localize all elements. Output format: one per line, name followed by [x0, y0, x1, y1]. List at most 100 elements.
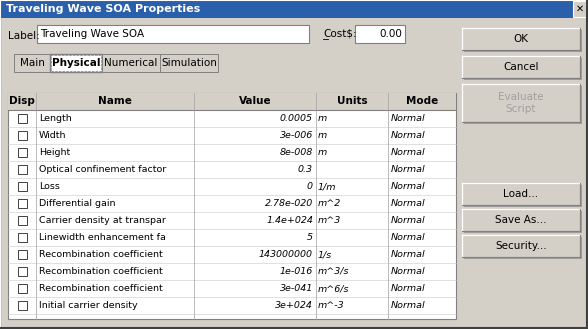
Text: Traveling Wave SOA: Traveling Wave SOA — [40, 29, 144, 39]
Text: 3e+024: 3e+024 — [275, 301, 313, 310]
Text: Normal: Normal — [391, 233, 426, 242]
Text: m^3/s: m^3/s — [318, 267, 349, 276]
Text: 1/m: 1/m — [318, 182, 336, 191]
Text: 5: 5 — [307, 233, 313, 242]
Text: OK: OK — [513, 34, 529, 44]
Text: Normal: Normal — [391, 216, 426, 225]
Text: Normal: Normal — [391, 284, 426, 293]
Bar — [18, 233, 26, 242]
Text: Linewidth enhancement fa: Linewidth enhancement fa — [39, 233, 166, 242]
Bar — [18, 114, 26, 123]
Bar — [462, 209, 580, 231]
Text: 3e-006: 3e-006 — [280, 131, 313, 140]
Bar — [102, 54, 160, 72]
Text: Evaluate
Script: Evaluate Script — [498, 92, 544, 114]
Bar — [37, 25, 309, 43]
Text: Disp: Disp — [9, 96, 35, 107]
Text: Security...: Security... — [495, 241, 547, 251]
Bar — [18, 199, 26, 208]
Text: m^-3: m^-3 — [318, 301, 345, 310]
Text: Loss: Loss — [39, 182, 60, 191]
Text: 3e-041: 3e-041 — [280, 284, 313, 293]
Text: Physical: Physical — [52, 58, 100, 68]
Bar — [18, 284, 26, 293]
Bar — [462, 235, 580, 257]
Text: 143000000: 143000000 — [259, 250, 313, 259]
Bar — [464, 58, 582, 80]
Text: Cost$:: Cost$: — [323, 29, 357, 39]
Bar — [18, 131, 26, 140]
Text: Width: Width — [39, 131, 66, 140]
Bar — [0, 0, 572, 18]
Text: Normal: Normal — [391, 148, 426, 157]
Text: 2.78e-020: 2.78e-020 — [265, 199, 313, 208]
Text: Differential gain: Differential gain — [39, 199, 115, 208]
Text: m^3: m^3 — [318, 216, 341, 225]
Bar — [18, 182, 26, 191]
Bar — [462, 56, 580, 78]
Bar — [51, 55, 101, 71]
Bar — [8, 93, 456, 110]
Bar — [18, 216, 26, 225]
Text: Simulation: Simulation — [161, 58, 217, 68]
Text: ✕: ✕ — [576, 4, 584, 14]
Bar — [8, 93, 456, 319]
Text: Units: Units — [337, 96, 368, 107]
Text: Normal: Normal — [391, 267, 426, 276]
Text: 0.00: 0.00 — [379, 29, 402, 39]
Bar — [462, 28, 580, 50]
Bar — [464, 30, 582, 52]
Text: m^2: m^2 — [318, 199, 341, 208]
Text: Normal: Normal — [391, 199, 426, 208]
Text: 0.0005: 0.0005 — [280, 114, 313, 123]
Bar — [18, 250, 26, 259]
Text: m: m — [318, 148, 328, 157]
Bar — [18, 267, 26, 276]
Bar — [18, 301, 26, 310]
Text: Carrier density at transpar: Carrier density at transpar — [39, 216, 166, 225]
Text: Numerical: Numerical — [104, 58, 158, 68]
Text: Normal: Normal — [391, 182, 426, 191]
Text: Recombination coefficient: Recombination coefficient — [39, 284, 163, 293]
Bar — [18, 148, 26, 157]
Text: Traveling Wave SOA Properties: Traveling Wave SOA Properties — [6, 4, 201, 14]
Text: Optical confinement factor: Optical confinement factor — [39, 165, 166, 174]
Bar — [50, 54, 102, 72]
Text: Mode: Mode — [406, 96, 438, 107]
Bar — [464, 86, 582, 124]
Text: m: m — [318, 114, 328, 123]
Text: 1/s: 1/s — [318, 250, 332, 259]
Text: Normal: Normal — [391, 301, 426, 310]
Text: Cancel: Cancel — [503, 62, 539, 72]
Text: Name: Name — [98, 96, 132, 107]
Bar — [160, 54, 218, 72]
Text: Normal: Normal — [391, 131, 426, 140]
Text: Normal: Normal — [391, 165, 426, 174]
Text: m^6/s: m^6/s — [318, 284, 349, 293]
Text: Load...: Load... — [503, 189, 539, 199]
Text: m: m — [318, 131, 328, 140]
Text: 1.4e+024: 1.4e+024 — [266, 216, 313, 225]
Bar — [572, 0, 588, 18]
Text: 0: 0 — [307, 182, 313, 191]
Bar — [462, 84, 580, 122]
Bar — [14, 54, 50, 72]
Bar — [573, 1, 586, 17]
Bar — [18, 165, 26, 174]
Bar — [464, 237, 582, 259]
Bar — [355, 25, 405, 43]
Text: Recombination coefficient: Recombination coefficient — [39, 250, 163, 259]
Text: Value: Value — [239, 96, 271, 107]
Text: Normal: Normal — [391, 250, 426, 259]
Text: 1e-016: 1e-016 — [280, 267, 313, 276]
Text: 8e-008: 8e-008 — [280, 148, 313, 157]
Bar — [464, 185, 582, 207]
Text: Normal: Normal — [391, 114, 426, 123]
Text: Length: Length — [39, 114, 72, 123]
Text: Initial carrier density: Initial carrier density — [39, 301, 138, 310]
Bar — [464, 211, 582, 233]
Text: 0.3: 0.3 — [298, 165, 313, 174]
Bar — [462, 183, 580, 205]
Text: Height: Height — [39, 148, 70, 157]
Text: Recombination coefficient: Recombination coefficient — [39, 267, 163, 276]
